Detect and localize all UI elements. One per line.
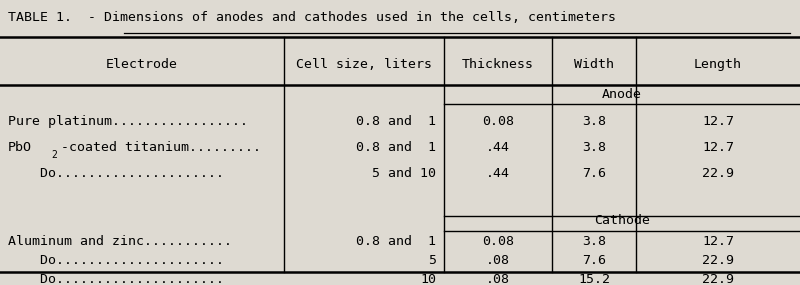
Text: Do.....................: Do.....................	[8, 167, 224, 180]
Text: TABLE 1.  - Dimensions of anodes and cathodes used in the cells, centimeters: TABLE 1. - Dimensions of anodes and cath…	[8, 11, 616, 24]
Text: 22.9: 22.9	[702, 254, 734, 267]
Text: PbO: PbO	[8, 141, 32, 154]
Text: Do.....................: Do.....................	[8, 254, 224, 267]
Text: .44: .44	[486, 167, 510, 180]
Text: 7.6: 7.6	[582, 254, 606, 267]
Text: 0.8 and  1: 0.8 and 1	[356, 115, 436, 128]
Text: Aluminum and zinc...........: Aluminum and zinc...........	[8, 235, 232, 248]
Text: Length: Length	[694, 58, 742, 71]
Text: 3.8: 3.8	[582, 115, 606, 128]
Text: 3.8: 3.8	[582, 235, 606, 248]
Text: Cell size, liters: Cell size, liters	[296, 58, 432, 71]
Text: -coated titanium.........: -coated titanium.........	[61, 141, 261, 154]
Text: 0.08: 0.08	[482, 235, 514, 248]
Text: 0.08: 0.08	[482, 115, 514, 128]
Text: 12.7: 12.7	[702, 115, 734, 128]
Text: 22.9: 22.9	[702, 167, 734, 180]
Text: .44: .44	[486, 141, 510, 154]
Text: Electrode: Electrode	[106, 58, 178, 71]
Text: 7.6: 7.6	[582, 167, 606, 180]
Text: 5 and 10: 5 and 10	[372, 167, 436, 180]
Text: Anode: Anode	[602, 88, 642, 101]
Text: .08: .08	[486, 254, 510, 267]
Text: 22.9: 22.9	[702, 273, 734, 285]
Text: Cathode: Cathode	[594, 214, 650, 227]
Text: 2: 2	[51, 150, 58, 160]
Text: 12.7: 12.7	[702, 235, 734, 248]
Text: 3.8: 3.8	[582, 141, 606, 154]
Text: Width: Width	[574, 58, 614, 71]
Text: Thickness: Thickness	[462, 58, 534, 71]
Text: 0.8 and  1: 0.8 and 1	[356, 141, 436, 154]
Text: 0.8 and  1: 0.8 and 1	[356, 235, 436, 248]
Text: 12.7: 12.7	[702, 141, 734, 154]
Text: 15.2: 15.2	[578, 273, 610, 285]
Text: Do.....................: Do.....................	[8, 273, 224, 285]
Text: Pure platinum.................: Pure platinum.................	[8, 115, 248, 128]
Text: .08: .08	[486, 273, 510, 285]
Text: 5: 5	[428, 254, 436, 267]
Text: 10: 10	[420, 273, 436, 285]
